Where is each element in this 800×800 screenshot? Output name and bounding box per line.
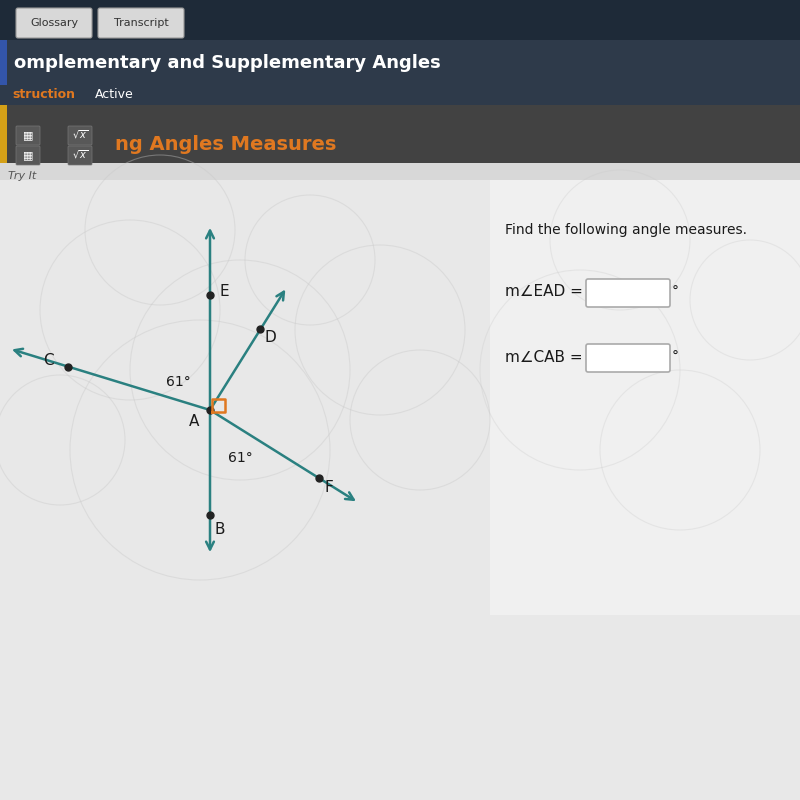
Bar	[0, 40, 7, 85]
FancyBboxPatch shape	[16, 126, 40, 145]
FancyBboxPatch shape	[68, 146, 92, 165]
FancyBboxPatch shape	[586, 344, 670, 372]
Text: Transcript: Transcript	[114, 18, 168, 28]
Text: C: C	[43, 354, 54, 368]
Text: 61°: 61°	[166, 375, 190, 389]
Bar	[0, 40, 800, 85]
Bar	[0, 105, 800, 163]
Text: Find the following angle measures.: Find the following angle measures.	[505, 223, 747, 237]
Text: m∠EAD =: m∠EAD =	[505, 285, 583, 299]
Text: Glossary: Glossary	[30, 18, 78, 28]
Text: Try It: Try It	[8, 171, 36, 181]
FancyBboxPatch shape	[68, 126, 92, 145]
Text: E: E	[219, 283, 229, 298]
Bar	[0, 105, 7, 163]
Text: D: D	[265, 330, 276, 345]
Text: °: °	[672, 285, 679, 299]
Text: A: A	[189, 414, 199, 430]
Text: Active: Active	[95, 89, 134, 102]
Text: 61°: 61°	[228, 451, 252, 465]
FancyBboxPatch shape	[98, 8, 184, 38]
Text: omplementary and Supplementary Angles: omplementary and Supplementary Angles	[14, 54, 441, 72]
Bar	[490, 180, 800, 615]
Text: m∠CAB =: m∠CAB =	[505, 350, 582, 365]
Text: F: F	[324, 480, 333, 495]
Text: ▦: ▦	[22, 130, 34, 140]
Text: $\sqrt{x}$: $\sqrt{x}$	[72, 129, 88, 142]
FancyBboxPatch shape	[16, 8, 92, 38]
Text: ▦: ▦	[22, 150, 34, 160]
Text: ng Angles Measures: ng Angles Measures	[115, 135, 336, 154]
Text: B: B	[214, 522, 226, 537]
Text: °: °	[672, 350, 679, 364]
Text: struction: struction	[12, 89, 75, 102]
Bar	[0, 180, 490, 615]
Text: $\sqrt{x}$: $\sqrt{x}$	[72, 149, 88, 162]
Bar	[0, 0, 800, 40]
Bar	[0, 85, 800, 105]
Bar	[0, 615, 800, 800]
FancyBboxPatch shape	[16, 146, 40, 165]
FancyBboxPatch shape	[586, 279, 670, 307]
